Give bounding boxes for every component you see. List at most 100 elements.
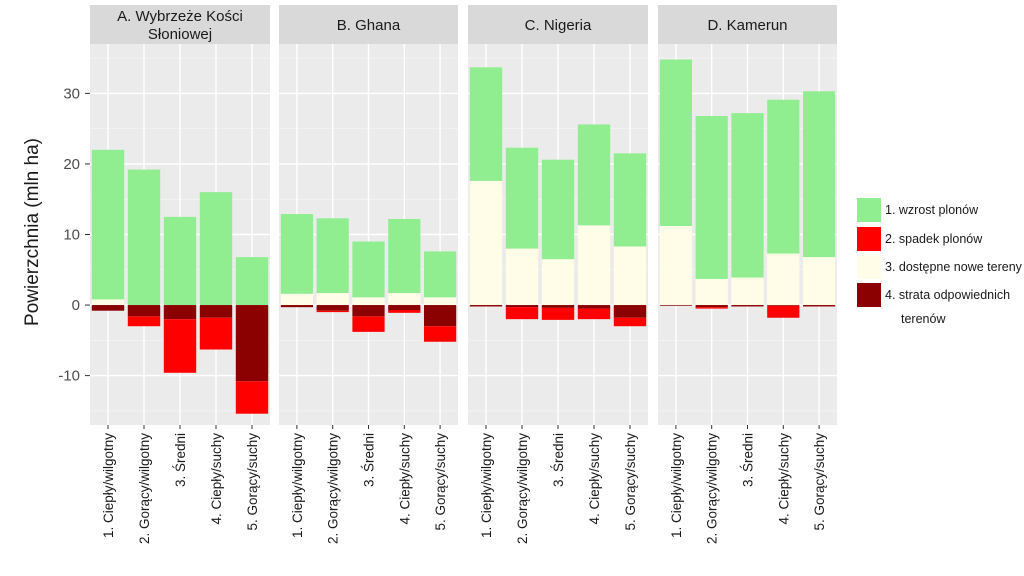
x-tick-label: 4. Ciepły/suchy	[397, 433, 412, 525]
x-tick-label: 5. Gorący/suchy	[812, 433, 827, 531]
bar-segment-yield-increase	[767, 99, 800, 254]
y-axis: -10 0 10 20 30	[58, 85, 90, 385]
bar-segment-suitable-land-loss	[91, 305, 125, 311]
legend-label: 3. dostępne nowe tereny	[885, 260, 1023, 274]
bar-segment-available-new-land	[613, 246, 647, 306]
y-axis-title: Powierzchnia (mln ha)	[22, 138, 43, 326]
x-tick-label: 2. Gorący/wilgotny	[326, 433, 341, 544]
bar-segment-suitable-land-loss	[388, 305, 421, 310]
bar-segment-suitable-land-loss	[423, 305, 457, 327]
legend-label: 1. wzrost plonów	[885, 203, 979, 217]
facet-title: B. Ghana	[337, 17, 401, 34]
x-tick-label: 3. Średni	[362, 433, 377, 487]
bar-segment-suitable-land-loss	[695, 305, 728, 308]
x-tick-label: 5. Gorący/suchy	[623, 433, 638, 531]
bar-segment-suitable-land-loss	[505, 305, 539, 308]
y-tick-label: 20	[63, 156, 80, 173]
bar-segment-suitable-land-loss	[802, 305, 836, 307]
bar-segment-yield-increase	[199, 192, 233, 306]
x-tick-label: 1. Ciepły/wilgotny	[290, 433, 305, 538]
bar-segment-suitable-land-loss	[316, 305, 349, 311]
facet-panel: C. Nigeria 1. Ciepły/wilgotny 2. Gorący/wi…	[468, 5, 648, 544]
bar-segment-yield-increase	[388, 218, 421, 294]
bar-segment-suitable-land-loss	[469, 305, 503, 307]
x-tick-label: 5. Gorący/suchy	[433, 433, 448, 531]
bar-segment-yield-decrease	[423, 326, 457, 342]
legend-label-continuation: terenów	[901, 312, 946, 326]
bar-segment-yield-decrease	[199, 317, 233, 350]
bar-segment-yield-increase	[802, 91, 836, 258]
bar-segment-yield-decrease	[352, 316, 385, 332]
bar-segment-suitable-land-loss	[199, 305, 233, 318]
bar-segment-available-new-land	[316, 293, 349, 306]
bar-segment-yield-increase	[659, 59, 693, 227]
bar-segment-suitable-land-loss	[577, 305, 611, 309]
bar-segment-available-new-land	[577, 225, 611, 306]
facet-title: C. Nigeria	[525, 17, 592, 34]
bar-segment-yield-decrease	[163, 319, 197, 373]
bar-segment-available-new-land	[731, 277, 764, 306]
bar-segment-yield-increase	[577, 124, 611, 226]
bar-segment-available-new-land	[695, 278, 728, 306]
x-tick-label: 1. Ciepły/wilgotny	[669, 433, 684, 538]
bar-segment-yield-increase	[613, 153, 647, 247]
bar-segment-available-new-land	[280, 293, 314, 306]
bar-segment-yield-decrease	[235, 381, 269, 414]
bar-segment-yield-decrease	[541, 307, 575, 320]
bar-segment-yield-increase	[541, 159, 575, 260]
bar-segment-yield-decrease	[127, 316, 161, 327]
bar-segment-yield-decrease	[505, 307, 539, 320]
legend-label: 4. strata odpowiednich	[885, 288, 1010, 302]
x-tick-label: 3. Średni	[173, 433, 188, 487]
x-tick-label: 1. Ciepły/wilgotny	[479, 433, 494, 538]
y-tick-label: 10	[63, 227, 80, 244]
y-tick-label: 0	[72, 297, 80, 314]
bar-segment-yield-increase	[423, 251, 457, 298]
bar-segment-yield-increase	[91, 149, 125, 300]
bar-segment-suitable-land-loss	[659, 305, 693, 306]
bar-segment-yield-decrease	[577, 308, 611, 320]
legend: 1. wzrost plonów 2. spadek plonów 3. dostę…	[857, 198, 1023, 326]
legend-swatch	[857, 198, 881, 222]
bar-segment-available-new-land	[659, 226, 693, 306]
bar-segment-yield-decrease	[767, 305, 800, 318]
legend-swatch	[857, 283, 881, 307]
bar-segment-available-new-land	[423, 297, 457, 306]
bar-segment-yield-increase	[280, 214, 314, 294]
x-tick-label: 4. Ciepły/suchy	[587, 433, 602, 525]
facet-strip	[279, 5, 458, 44]
bar-segment-suitable-land-loss	[352, 305, 385, 317]
bar-segment-yield-increase	[163, 216, 197, 306]
x-tick-label: 2. Gorący/wilgotny	[705, 433, 720, 544]
facet-panel: D. Kamerun 1. Ciepły/wilgotny 2. Gorący/wi…	[658, 5, 837, 544]
facet-title: Słoniowej	[148, 26, 212, 43]
bar-segment-yield-decrease	[695, 307, 728, 309]
bar-segment-available-new-land	[505, 248, 539, 306]
bar-segment-yield-increase	[469, 67, 503, 181]
facet-strip	[658, 5, 837, 44]
x-tick-label: 2. Gorący/wilgotny	[515, 433, 530, 544]
bar-segment-available-new-land	[767, 253, 800, 306]
bar-segment-yield-decrease	[388, 309, 421, 313]
bar-segment-available-new-land	[352, 297, 385, 306]
bar-segment-suitable-land-loss	[731, 305, 764, 307]
facet-title: A. Wybrzeże Kości	[117, 8, 243, 25]
legend-label: 2. spadek plonów	[885, 232, 983, 246]
x-tick-label: 3. Średni	[551, 433, 566, 487]
x-tick-label: 2. Gorący/wilgotny	[137, 433, 152, 544]
facet-strip	[90, 5, 270, 44]
bar-segment-suitable-land-loss	[767, 305, 800, 306]
bar-segment-suitable-land-loss	[235, 305, 269, 382]
bar-segment-yield-decrease	[316, 310, 349, 313]
y-tick-label: -10	[58, 368, 80, 385]
x-tick-label: 5. Gorący/suchy	[245, 433, 260, 531]
bar-segment-available-new-land	[802, 257, 836, 306]
bar-segment-yield-increase	[731, 113, 764, 278]
bar-segment-available-new-land	[91, 299, 125, 306]
x-tick-label: 4. Ciepły/suchy	[776, 433, 791, 525]
bar-segment-suitable-land-loss	[127, 305, 161, 317]
bar-segment-yield-increase	[316, 218, 349, 294]
bar-segment-suitable-land-loss	[163, 305, 197, 320]
